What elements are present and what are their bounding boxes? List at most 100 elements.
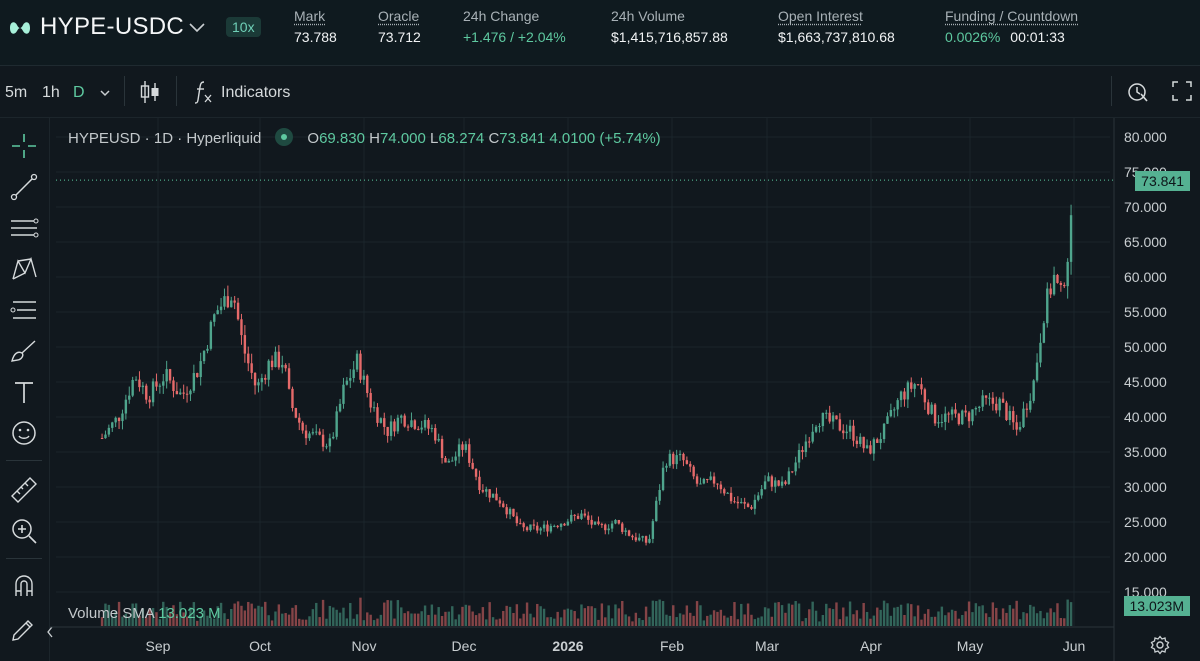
volume-bar (787, 603, 791, 626)
chevron-down-icon[interactable] (188, 20, 206, 34)
replay-icon[interactable] (1126, 80, 1150, 104)
lock-pencil-icon[interactable] (8, 611, 40, 643)
visibility-icon[interactable] (275, 128, 294, 146)
volume-bar (583, 608, 587, 626)
volume-bar (784, 612, 787, 626)
stat-value: 73.788 (294, 29, 337, 45)
collapse-sidebar-icon[interactable] (46, 626, 54, 638)
pattern-icon[interactable] (8, 253, 40, 285)
interval-1h[interactable]: 1h (42, 84, 60, 101)
low-value: 68.274 (438, 130, 485, 147)
candle-body (876, 439, 879, 443)
volume-bar (281, 613, 284, 626)
candle-body (444, 457, 447, 463)
candle-body (906, 382, 910, 400)
volume-bar (668, 615, 672, 626)
interval-5m[interactable]: 5m (5, 84, 28, 101)
volume-bar (505, 605, 508, 626)
candle-body (379, 418, 383, 423)
drawing-tools-sidebar (0, 118, 53, 661)
volume-bar (753, 619, 757, 626)
candle-body (304, 430, 308, 439)
chevron-down-icon[interactable] (99, 88, 111, 98)
volume-bar (835, 602, 838, 626)
candle-body (400, 415, 403, 418)
magnet-icon[interactable] (8, 570, 40, 602)
sma-label: SMA (122, 605, 154, 622)
volume-bar (699, 605, 702, 626)
volume-bar (128, 616, 131, 626)
volume-bar (808, 609, 811, 626)
candle-body (148, 399, 151, 403)
function-icon[interactable] (192, 79, 214, 105)
candle-body (100, 438, 104, 439)
volume-bar (410, 613, 413, 626)
candle-body (1056, 274, 1059, 283)
volume-bar (274, 611, 277, 626)
indicators-button[interactable]: Indicators (221, 84, 291, 101)
volume-bar (845, 616, 848, 626)
volume-bar (1005, 612, 1008, 626)
pair-selector[interactable]: HYPE-USDC (40, 13, 185, 40)
volume-bar (950, 609, 954, 626)
leverage-badge[interactable]: 10x (226, 17, 261, 37)
candle-body (950, 409, 954, 415)
candle-body (774, 480, 777, 487)
candle-body (672, 453, 675, 465)
volume-bar (995, 607, 998, 626)
candle-body (206, 348, 209, 351)
candle-body (658, 489, 661, 501)
candle-body (1066, 261, 1069, 287)
candle-body (1018, 427, 1022, 430)
candle-body (913, 384, 916, 389)
volume-bar (811, 601, 814, 626)
candlestick-chart[interactable]: 80.00075.00070.00065.00060.00055.00050.0… (50, 118, 1200, 661)
candle-body (726, 492, 729, 494)
candle-body (243, 335, 247, 354)
brush-icon[interactable] (8, 335, 40, 367)
channel-icon[interactable] (8, 212, 40, 244)
candlestick-icon[interactable] (138, 79, 162, 105)
fullscreen-icon[interactable] (1171, 80, 1193, 102)
ruler-icon[interactable] (8, 474, 40, 506)
volume-bar (525, 602, 529, 626)
close-value: 73.841 (499, 130, 546, 147)
candle-body (325, 446, 328, 448)
candle-body (583, 513, 587, 516)
candle-body (165, 369, 168, 382)
volume-bar (743, 614, 746, 626)
volume-bar (185, 616, 189, 626)
candle-body (893, 409, 896, 411)
volume-bar (539, 606, 542, 626)
candle-body (328, 438, 332, 447)
candle-body (536, 525, 539, 531)
volume-bar (729, 615, 733, 626)
candle-body (417, 428, 420, 430)
crosshair-icon[interactable] (8, 130, 40, 162)
volume-bar (148, 608, 151, 626)
candle-body (267, 360, 270, 380)
volume-bar (842, 607, 845, 626)
emoji-icon[interactable] (8, 417, 40, 449)
chart-settings-icon[interactable] (1150, 635, 1170, 655)
text-icon[interactable] (8, 376, 40, 408)
candle-body (998, 398, 1001, 411)
trendline-icon[interactable] (8, 171, 40, 203)
high-value: 74.000 (379, 130, 426, 147)
candle-body (695, 476, 699, 484)
volume-bar (882, 600, 886, 626)
volume-bar (423, 605, 427, 626)
candle-body (138, 379, 141, 388)
market-header: HYPE-USDC 10x Mark 73.788 Oracle 73.712 … (0, 0, 1200, 66)
candle-body (158, 385, 162, 387)
candle-body (294, 408, 298, 418)
zoom-in-icon[interactable] (8, 515, 40, 547)
price-chart[interactable]: 80.00075.00070.00065.00060.00055.00050.0… (50, 118, 1200, 661)
interval-d[interactable]: D (73, 84, 85, 101)
volume-bar (964, 611, 967, 626)
fib-icon[interactable] (8, 294, 40, 326)
volume-bar (614, 604, 617, 626)
candle-body (981, 395, 984, 407)
candle-body (617, 519, 621, 524)
candle-body (250, 363, 253, 373)
